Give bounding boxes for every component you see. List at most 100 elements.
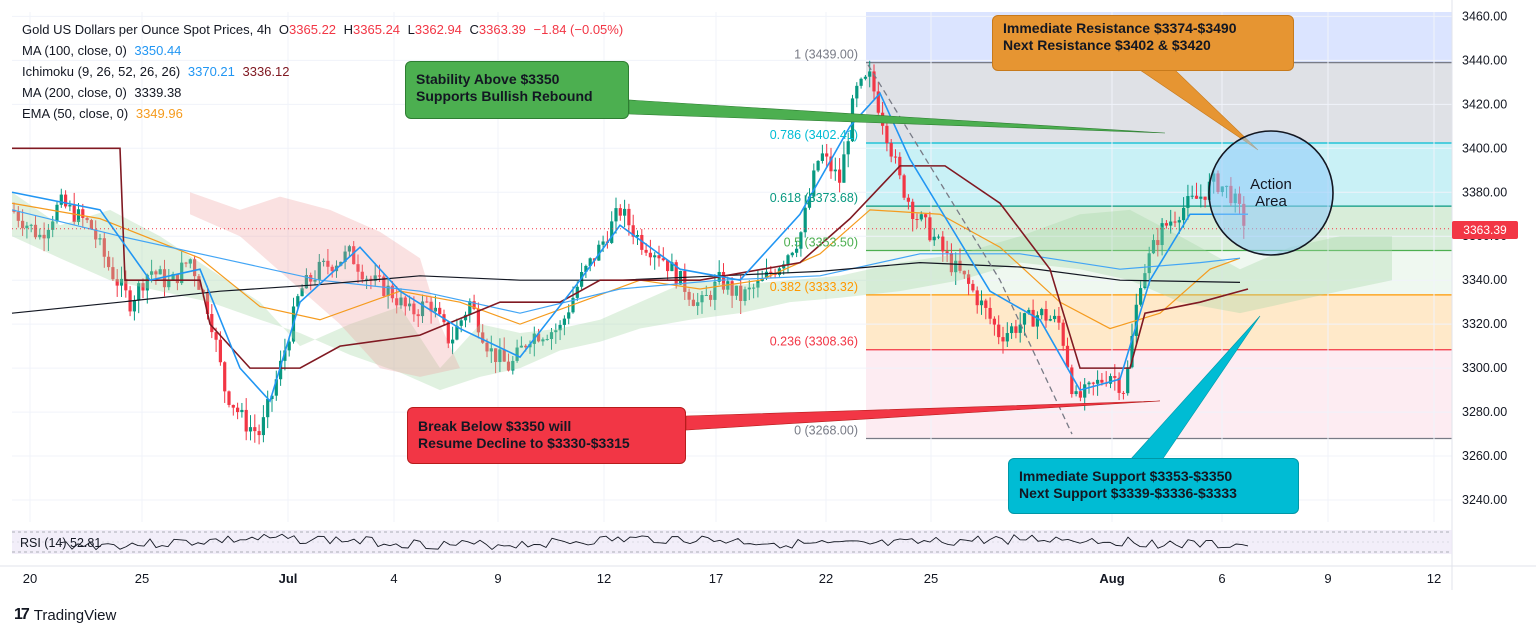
candle-body [631,225,635,237]
fib-label-0.5: 0.5 (3353.50) [784,236,858,250]
candle-body [38,234,42,238]
candle-body [446,322,450,344]
candle-body [1018,324,1022,333]
candle-body [519,345,523,348]
candle-body [919,214,923,220]
candle-body [567,312,571,319]
candle-body [549,332,554,340]
candle-body [94,229,98,240]
candle-body [322,260,326,262]
candle-body [511,360,515,371]
candle-body [326,260,330,267]
candle-body [924,214,928,218]
candle-body [838,169,842,183]
candle-body [558,324,562,331]
candle-body [494,348,498,363]
price-tick-label: 3440.00 [1462,53,1507,67]
candle-body [988,307,992,319]
candle-body [279,360,283,380]
legend-ichimoku: Ichimoku (9, 26, 52, 26, 26) 3370.21 333… [22,64,294,79]
fib-label-0.618: 0.618 (3373.68) [770,191,858,205]
candle-body [1096,379,1100,384]
candle-body [618,208,622,216]
tradingview-brand[interactable]: 17 TradingView [14,606,116,624]
candle-body [1035,315,1039,327]
candle-body [240,409,244,413]
candle-body [498,349,502,363]
candle-body [317,261,321,280]
candle-body [59,194,63,205]
candle-body [704,294,708,296]
candle-body [868,71,872,77]
candle-body [885,125,889,144]
candle-body [468,301,472,315]
fib-zone-1 [866,142,1452,207]
candle-body [721,271,726,290]
candle-body [954,260,958,273]
candle-body [29,224,33,226]
resistance-line2: Next Resistance $3402 & $3420 [1003,37,1211,53]
time-tick-label: 12 [597,571,611,586]
time-tick-label: Aug [1099,571,1124,586]
candle-body [1190,195,1194,197]
candle-body [911,201,915,220]
candle-body [481,332,485,343]
fibonacci-labels: 1 (3439.00) 0.786 (3402.41) 0.618 (3373.68… [770,48,858,438]
candle-body [390,285,394,299]
candle-body [863,76,867,79]
rsi-panel: RSI (14) 52.81 [12,530,1452,554]
candle-body [1147,253,1151,274]
brand-name: TradingView [33,606,117,624]
candle-body [545,339,549,341]
stability-callout: Stability Above $3350 Supports Bullish R… [405,61,629,119]
candle-body [640,234,644,250]
candle-body [119,278,124,286]
candle-body [356,264,360,272]
candle-body [154,271,158,275]
candle-body [412,303,416,315]
candle-body [1203,196,1207,200]
candle-body [111,267,115,280]
candle-body [670,262,674,272]
fib-label-0.382: 0.382 (3333.32) [770,280,858,294]
candle-body [347,246,351,252]
candle-body [197,276,201,290]
price-tick-label: 3460.00 [1462,9,1507,23]
candle-body [158,269,162,275]
candle-body [739,285,743,301]
candle-body [1014,326,1018,333]
candle-body [68,205,72,207]
candle-body [236,407,240,413]
candle-body [1182,207,1186,221]
candle-body [184,262,188,264]
candle-body [790,252,794,256]
legend-ma100-value: 3350.44 [134,43,182,58]
candle-body [102,238,106,257]
candle-body [253,427,257,432]
last-price-tag: 3363.39 [1452,221,1518,239]
resistance-callout: Immediate Resistance $3374-$3490 Next Re… [992,15,1294,71]
candle-body [941,236,945,252]
candle-body [627,208,631,226]
legend-ma100: MA (100, close, 0) 3350.44 [22,43,185,58]
price-tick-label: 3400.00 [1462,141,1507,155]
candle-body [1048,319,1052,321]
candle-body [1126,367,1130,394]
trend-dashed-line [867,64,1073,435]
candle-body [489,348,493,352]
candle-body [455,325,459,340]
candle-body [661,258,665,261]
rsi-line [59,533,1249,551]
candle-body [812,170,816,197]
candle-body [816,160,820,171]
time-tick-label: Jul [279,571,298,586]
candle-body [769,271,773,274]
candle-body [936,236,941,238]
candle-body [872,71,876,92]
candle-body [807,196,812,208]
candle-body [915,219,919,221]
action-line2: Area [1255,193,1287,210]
candle-body [1173,221,1177,223]
candle-body [296,296,300,307]
candle-body [429,301,433,312]
